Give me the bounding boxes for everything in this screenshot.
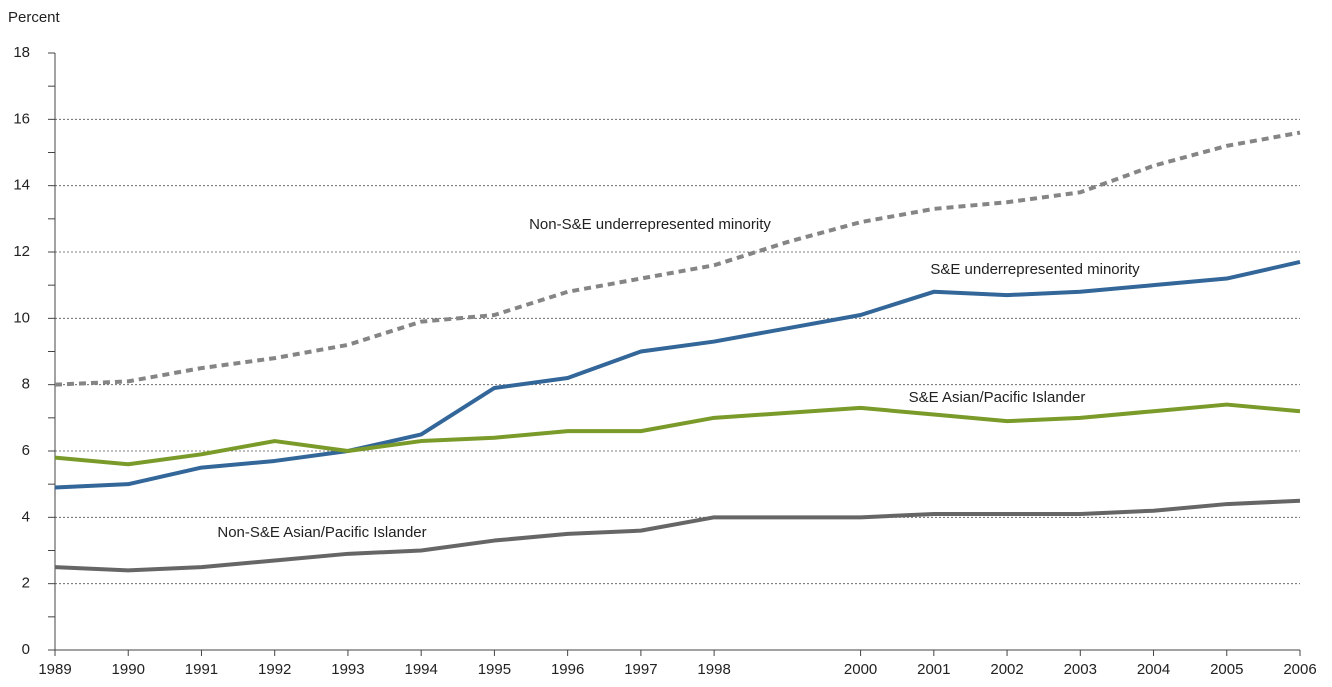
y-tick-label: 6	[22, 442, 30, 459]
x-tick-label: 1993	[331, 661, 364, 678]
x-tick-label: 2001	[917, 661, 950, 678]
x-tick-label: 1992	[258, 661, 291, 678]
x-tick-label: 1994	[404, 661, 437, 678]
y-tick-label: 4	[22, 508, 30, 525]
series-line	[54, 498, 1301, 573]
y-tick-label: 8	[22, 376, 30, 393]
series-line	[54, 402, 1301, 467]
x-tick-label: 2002	[990, 661, 1023, 678]
y-tick-label: 16	[13, 110, 30, 127]
x-tick-label: 1996	[551, 661, 584, 678]
series-label: S&E Asian/Pacific Islander	[909, 389, 1086, 406]
x-tick-label: 1990	[112, 661, 145, 678]
series-line	[54, 259, 1301, 490]
x-tick-label: 2003	[1064, 661, 1097, 678]
y-tick-label: 18	[13, 44, 30, 61]
series-label: S&E underrepresented minority	[930, 261, 1140, 278]
x-tick-label: 1991	[185, 661, 218, 678]
x-tick-label: 2006	[1283, 661, 1316, 678]
series-label: Non-S&E underrepresented minority	[529, 216, 771, 233]
x-tick-label: 1997	[624, 661, 657, 678]
y-tick-label: 12	[13, 243, 30, 260]
series-line	[54, 130, 1301, 387]
y-tick-label: 0	[22, 641, 30, 658]
x-tick-label: 2000	[844, 661, 877, 678]
x-tick-label: 2005	[1210, 661, 1243, 678]
y-tick-label: 14	[13, 177, 30, 194]
y-tick-label: 2	[22, 575, 30, 592]
series-label: Non-S&E Asian/Pacific Islander	[217, 524, 426, 541]
y-tick-label: 10	[13, 309, 30, 326]
x-tick-label: 2004	[1137, 661, 1170, 678]
x-tick-label: 1995	[478, 661, 511, 678]
x-tick-label: 1989	[38, 661, 71, 678]
x-tick-label: 1998	[697, 661, 730, 678]
y-axis-label: Percent	[8, 9, 61, 26]
